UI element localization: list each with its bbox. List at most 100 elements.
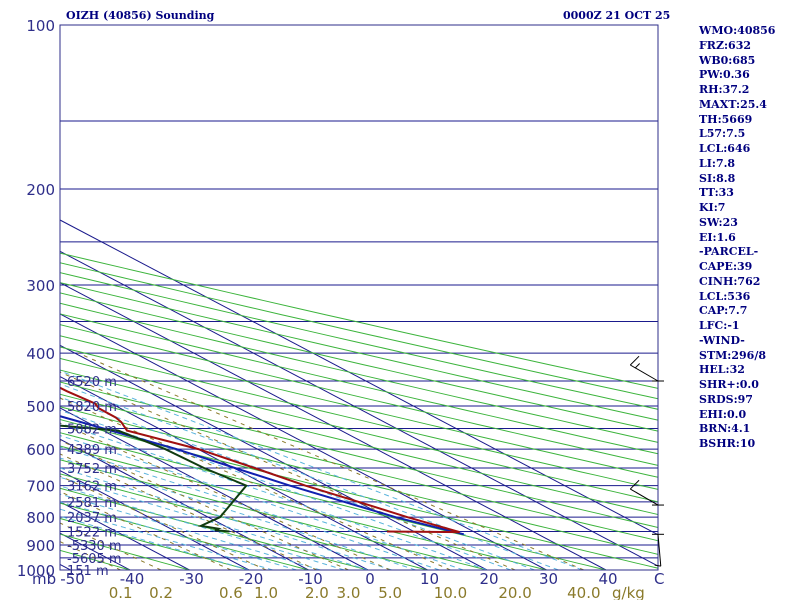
stat-item: KI:7	[699, 201, 726, 214]
temperature-tick-label: 10	[420, 570, 439, 588]
stat-item: TH:5669	[699, 112, 753, 126]
moist-adiabat	[60, 435, 464, 570]
dry-adiabat	[60, 459, 488, 570]
sounding-indices-list: WMO:40856 FRZ:632 WB0:685 PW:0.36 RH:37.2 MAX…	[699, 24, 775, 452]
isotherm-line	[60, 376, 428, 570]
mixing-ratio-tick-label: 20.0	[498, 584, 531, 600]
stat-item: PW:0.36	[699, 68, 750, 82]
temperature-tick-label: 30	[539, 570, 558, 588]
height-label: -5605 m	[67, 552, 122, 567]
pressure-tick-label: 100	[26, 17, 55, 35]
pressure-tick-label: 800	[26, 509, 55, 527]
temperature-tick-label: -10	[298, 570, 323, 588]
dry-adiabat	[60, 357, 658, 503]
pressure-tick-label: 400	[26, 345, 55, 363]
moist-adiabat	[60, 501, 297, 570]
stat-item: BSHR:10	[699, 437, 756, 450]
dewpoint-trace	[60, 424, 248, 533]
moist-adiabat	[60, 383, 559, 570]
stat-item: WB0:685	[699, 53, 756, 67]
wind-barb-flag	[629, 355, 640, 366]
dry-adiabat	[60, 313, 658, 455]
mixing-ratio-tick-label: 1.0	[254, 584, 278, 600]
pressure-tick-label: 200	[26, 181, 55, 199]
moist-adiabat	[60, 370, 583, 570]
mixing-ratio-tick-label: 0.1	[109, 584, 133, 600]
stat-item: WMO:40856	[699, 24, 776, 37]
wind-barb-half	[634, 363, 641, 369]
pressure-unit-label: mb	[32, 570, 56, 588]
height-label: 151 m	[67, 564, 109, 579]
mixing-ratio-tick-label: 2.0	[305, 584, 329, 600]
height-label: 4389 m	[67, 443, 117, 458]
dry-adiabat	[60, 473, 428, 570]
dry-adiabat	[60, 369, 658, 516]
stat-item: CAPE:39	[699, 260, 753, 273]
moist-adiabat	[60, 467, 392, 570]
stat-item: BRN:4.1	[699, 422, 751, 436]
pressure-tick-label: 300	[26, 277, 55, 295]
stat-item: HEL:32	[699, 363, 745, 377]
temperature-tick-label: -30	[179, 570, 204, 588]
observation-time: 0000Z 21 OCT 25	[563, 9, 671, 22]
isotherm-line	[60, 469, 250, 570]
moist-adiabat	[60, 493, 321, 570]
height-label: 5820 m	[67, 400, 117, 415]
temperature-tick-label: -50	[60, 570, 85, 588]
isotherm-line	[60, 313, 547, 570]
dry-adiabat	[60, 406, 658, 555]
stat-item: -WIND-	[699, 333, 745, 347]
temperature-trace	[60, 386, 460, 534]
dry-adiabat	[60, 381, 658, 528]
height-label: 2581 m	[67, 496, 117, 511]
mixing-ratio-tick-label: 0.6	[219, 584, 243, 600]
wind-barb-shaft	[630, 364, 659, 382]
dry-adiabat	[60, 335, 658, 478]
temperature-tick-label: 0	[365, 570, 375, 588]
dry-adiabat	[60, 324, 658, 466]
profiles	[60, 386, 465, 536]
stat-item: FRZ:632	[699, 38, 752, 52]
parcel-trace	[60, 415, 465, 536]
pressure-tick-label: 700	[26, 478, 55, 496]
wind-barb-flag	[629, 479, 640, 490]
mixing-ratio-line	[78, 352, 584, 570]
stat-item: RH:37.2	[699, 83, 750, 96]
dry-adiabat	[60, 302, 658, 443]
stat-item: LCL:536	[699, 289, 751, 303]
height-label: 3752 m	[67, 462, 117, 477]
height-label: 6520 m	[67, 375, 117, 390]
stat-item: LI:7.8	[699, 156, 736, 170]
temperature-tick-label: -20	[239, 570, 264, 588]
stat-item: EI:1.6	[699, 230, 736, 244]
height-label: 3162 m	[67, 480, 117, 495]
plot-frame	[59, 24, 659, 571]
wind-barb-shaft	[657, 534, 662, 567]
isotherm-line	[0, 25, 11, 570]
wind-barbs	[629, 355, 664, 567]
dry-adiabat	[60, 282, 658, 421]
station-title: OIZH (40856) Sounding	[66, 9, 215, 22]
stat-item: SHR+:0.0	[699, 378, 759, 391]
height-label: 5082 m	[67, 422, 117, 437]
dry-adiabat	[60, 517, 250, 570]
height-label: -5330 m	[67, 539, 122, 554]
stat-item: STM:296/8	[699, 348, 766, 362]
stat-item: CAP:7.7	[699, 304, 748, 318]
dry-adiabat	[60, 393, 658, 542]
temperature-tick-label: -40	[120, 570, 145, 588]
dry-adiabat	[60, 292, 658, 432]
isotherm-line	[60, 282, 607, 570]
stat-item: EHI:0.0	[699, 407, 747, 421]
height-label: 1522 m	[67, 526, 117, 541]
stat-item: SRDS:97	[699, 392, 753, 406]
stat-item: SW:23	[699, 215, 738, 229]
isotherm-line	[60, 344, 488, 570]
wind-barb-half	[654, 564, 661, 567]
mixing-ratio-tick-label: 10.0	[434, 584, 467, 600]
moist-adiabat	[60, 485, 345, 570]
chart-grid	[0, 25, 658, 570]
mixing-ratio-line	[60, 422, 391, 570]
